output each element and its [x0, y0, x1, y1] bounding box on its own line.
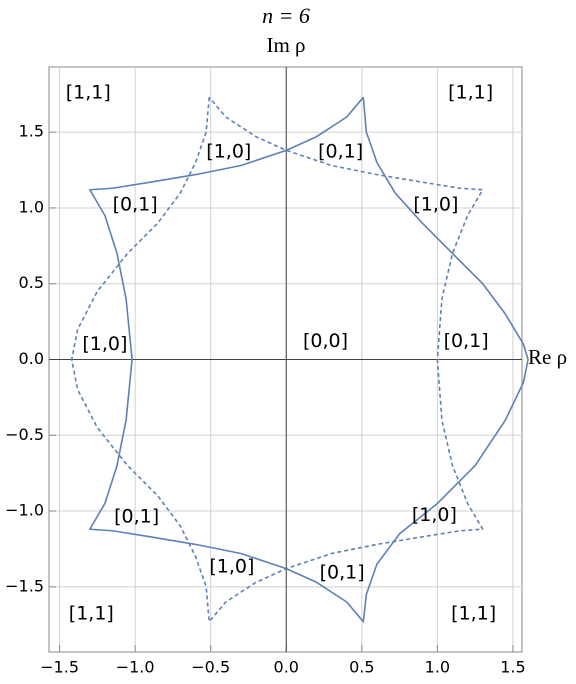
x-axis-label: Re ρ [528, 345, 567, 369]
region-label: [1,0] [413, 193, 458, 215]
region-label: [0,1] [114, 506, 159, 528]
y-tick-label: −1.5 [5, 576, 44, 595]
region-label: [1,1] [448, 81, 493, 103]
x-tick-label: 1.5 [500, 658, 525, 677]
x-tick-label: −1.5 [40, 658, 79, 677]
x-tick-label: 0.5 [349, 658, 374, 677]
region-label: [1,1] [451, 603, 496, 625]
x-tick-label: −1.0 [116, 658, 155, 677]
region-label: [1,0] [82, 333, 127, 355]
y-tick-label: 1.5 [19, 122, 44, 141]
y-tick-label: −0.5 [5, 425, 44, 444]
y-tick-label: 0.0 [19, 349, 44, 368]
region-label: [0,1] [113, 193, 158, 215]
y-tick-label: 1.0 [19, 197, 44, 216]
region-label: [1,1] [69, 603, 114, 625]
x-tick-label: 0.0 [274, 658, 299, 677]
region-label: [0,1] [318, 140, 363, 162]
region-label: [1,0] [209, 556, 254, 578]
x-tick-label: 1.0 [425, 658, 450, 677]
y-tick-label: 0.5 [19, 273, 44, 292]
curve [89, 96, 529, 623]
y-tick-label: −1.0 [5, 501, 44, 520]
region-label: [0,0] [303, 330, 348, 352]
region-label: [0,1] [320, 562, 365, 584]
chart-title: n = 6 [262, 3, 310, 28]
region-label: [1,1] [66, 81, 111, 103]
region-label: [0,1] [444, 330, 489, 352]
x-tick-label: −0.5 [191, 658, 230, 677]
y-axis-label: Im ρ [266, 33, 305, 57]
region-label: [1,0] [412, 504, 457, 526]
region-label: [1,0] [206, 140, 251, 162]
curve [70, 96, 484, 623]
